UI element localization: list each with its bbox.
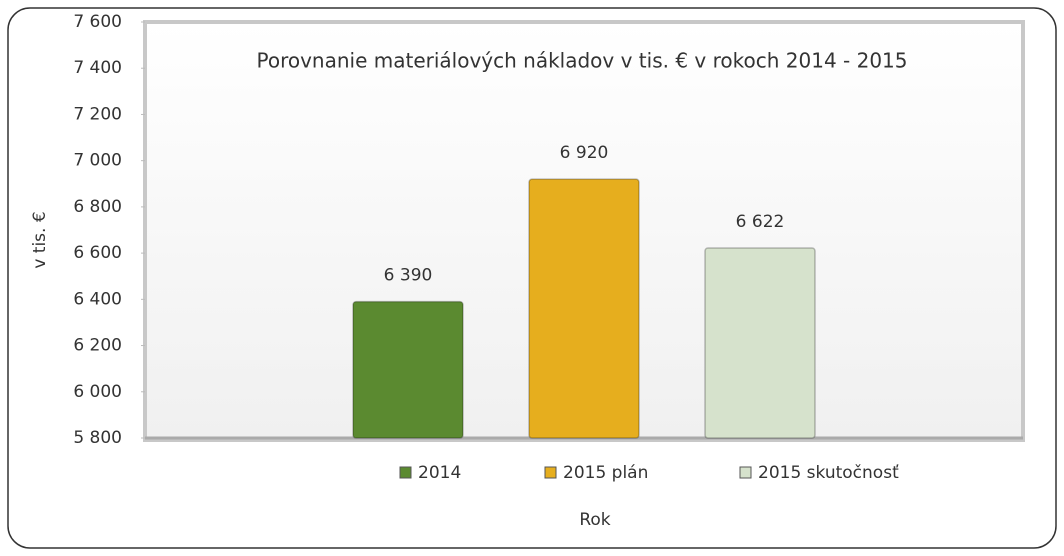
legend-label: 2014 bbox=[418, 463, 461, 483]
y-tick-label: 7 200 bbox=[73, 104, 122, 124]
chart-title: Porovnanie materiálových nákladov v tis.… bbox=[256, 49, 907, 73]
legend-label: 2015 plán bbox=[563, 463, 648, 483]
y-tick-label: 6 000 bbox=[73, 382, 122, 402]
x-axis-label: Rok bbox=[579, 510, 610, 530]
bar bbox=[704, 247, 816, 439]
legend-swatch bbox=[544, 466, 557, 479]
y-tick-label: 6 200 bbox=[73, 336, 122, 356]
y-tick-label: 7 400 bbox=[73, 58, 122, 78]
y-tick-label: 6 400 bbox=[73, 289, 122, 309]
y-tick-label: 5 800 bbox=[73, 428, 122, 448]
data-label: 6 920 bbox=[560, 143, 609, 163]
y-tick-label: 6 600 bbox=[73, 243, 122, 263]
y-axis-label: v tis. € bbox=[30, 211, 50, 268]
bar bbox=[352, 300, 464, 439]
data-label: 6 622 bbox=[736, 212, 785, 232]
bar bbox=[528, 178, 640, 439]
y-tick-label: 6 800 bbox=[73, 197, 122, 217]
legend-swatch bbox=[399, 466, 412, 479]
data-label: 6 390 bbox=[384, 266, 433, 286]
legend-label: 2015 skutočnosť bbox=[758, 463, 899, 483]
legend-swatch bbox=[739, 466, 752, 479]
y-tick-label: 7 000 bbox=[73, 151, 122, 171]
y-tick-label: 7 600 bbox=[73, 12, 122, 32]
